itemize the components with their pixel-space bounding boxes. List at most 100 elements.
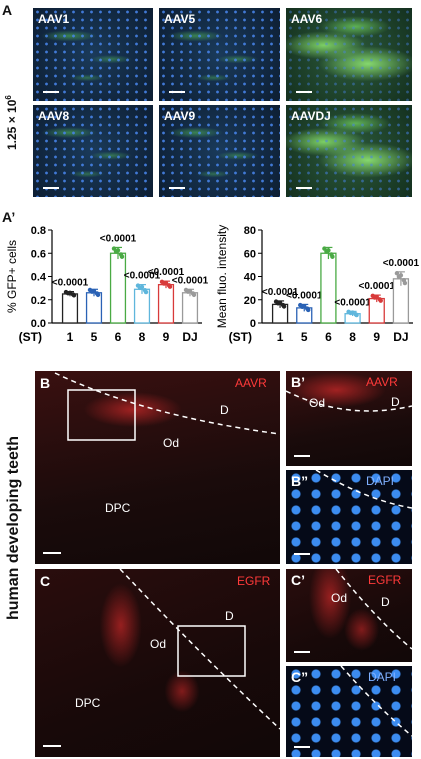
x-tick-label: 6: [325, 330, 332, 344]
boundary-line: [119, 569, 280, 730]
x-tick-label: 8: [139, 330, 146, 344]
region-d: D: [220, 403, 229, 417]
scale-bar: [169, 187, 185, 189]
p-value-label: <0.0001: [359, 281, 396, 292]
y-tick-label: 0.8: [31, 225, 46, 237]
data-point: [401, 278, 407, 283]
marker-label: AAVR: [235, 376, 267, 390]
p-value-label: <0.0001: [172, 275, 209, 286]
data-point: [277, 300, 283, 305]
micrograph-b-double-prime: B” DAPI: [286, 470, 412, 564]
nuclei-overlay: [33, 105, 153, 197]
panel-b2-label: B”: [291, 473, 309, 489]
micrograph-c-double-prime: C” DAPI: [286, 666, 412, 757]
micrograph-aavdj: AAVDJ: [286, 105, 412, 197]
y-tick-label: 0.2: [31, 295, 46, 307]
row-label-exponent: 6: [4, 95, 13, 100]
y-tick-label: 0.4: [31, 272, 47, 284]
panel-a-label: A: [2, 2, 13, 18]
side-label: human developing teeth: [5, 435, 22, 620]
p-value-label: <0.0001: [124, 271, 161, 282]
chart-gfp-cells: 0.0 0.2 0.4 0.6 0.8 % GFP+ cells (ST) 1 <0.0001 5…: [5, 225, 209, 344]
micrograph-aav8: AAV8: [33, 105, 153, 197]
scale-bar: [296, 91, 312, 93]
scale-bar: [169, 91, 185, 93]
x-tick-label: 8: [349, 330, 356, 344]
data-point: [350, 310, 355, 315]
micrograph-aav6: AAV6: [286, 8, 412, 101]
scale-bar: [43, 187, 59, 189]
micrograph-b: B AAVR D Od DPC: [35, 371, 280, 564]
micrograph-title: AAV1: [38, 12, 70, 26]
boundary-line: [340, 666, 412, 737]
y-tick-label: 0.6: [31, 248, 46, 260]
micrograph-aav1: AAV1: [33, 8, 153, 101]
scale-bar: [296, 187, 312, 189]
x-tick-label: 9: [373, 330, 380, 344]
y-tick-label: 0: [250, 318, 256, 330]
dentin-boundary: [335, 569, 412, 650]
x-prefix-label: (ST): [19, 330, 42, 344]
y-tick-label: 40: [244, 272, 256, 284]
region-od: Od: [309, 396, 326, 410]
bar: [109, 252, 127, 324]
region-od: Od: [331, 591, 348, 605]
y-tick-label: 60: [244, 248, 256, 260]
micrograph-title: AAVDJ: [291, 109, 331, 123]
panel-b-label: B: [40, 375, 51, 391]
nuclei-overlay: [286, 8, 412, 101]
scale-bar: [43, 745, 61, 747]
bar: [157, 283, 175, 324]
panel-c2-label: C”: [291, 669, 309, 685]
marker-label: DAPI: [368, 670, 397, 684]
p-value-label: <0.0001: [52, 278, 89, 289]
boundary-line: [315, 470, 412, 509]
p-value-label: <0.0001: [383, 258, 420, 269]
nuclei-overlay: [33, 8, 153, 101]
data-point: [166, 283, 172, 288]
marker-label: EGFR: [237, 574, 271, 588]
panel-a-prime-label: A’: [2, 209, 16, 225]
region-d: D: [381, 595, 390, 609]
region-od: Od: [150, 637, 167, 651]
bar: [181, 292, 199, 324]
region-dpc: DPC: [75, 696, 101, 710]
panel-b1-label: B’: [291, 374, 305, 390]
dentin-boundary: [286, 390, 412, 412]
y-tick-label: 20: [244, 295, 256, 307]
data-point: [302, 303, 307, 309]
y-axis-label: % GFP+ cells: [5, 240, 19, 313]
data-point: [118, 252, 124, 257]
data-point: [163, 280, 169, 286]
y-tick-label: 80: [244, 225, 256, 237]
boundary-line: [286, 390, 412, 412]
data-point: [394, 271, 400, 276]
data-point: [67, 290, 73, 295]
nuclei-overlay: [159, 105, 280, 197]
data-point: [329, 252, 334, 257]
micrograph-title: AAV5: [164, 12, 196, 26]
data-point: [398, 273, 404, 278]
p-value-label: <0.0001: [334, 297, 371, 308]
dentin-boundary: [54, 372, 280, 441]
p-value-label: <0.0001: [100, 233, 137, 244]
data-point: [377, 297, 382, 302]
data-point: [91, 288, 97, 294]
micrograph-aav5: AAV5: [159, 8, 280, 101]
nuclei-overlay: [159, 8, 280, 101]
scale-bar: [43, 91, 59, 93]
micrograph-title: AAV6: [291, 12, 323, 26]
micrograph-title: AAV8: [38, 109, 70, 123]
dentin-boundary: [119, 569, 280, 730]
region-d: D: [225, 609, 234, 623]
scale-bar: [294, 746, 310, 748]
micrograph-c: C EGFR D Od DPC: [35, 569, 280, 757]
y-axis-label: Mean fluo. intensity: [215, 225, 229, 328]
bar: [320, 252, 337, 324]
x-tick-label: 5: [91, 330, 98, 344]
p-value-label: <0.0001: [286, 290, 323, 301]
data-point: [187, 288, 193, 294]
bar: [61, 293, 79, 324]
scale-bar: [294, 651, 310, 653]
region-d: D: [391, 395, 400, 409]
